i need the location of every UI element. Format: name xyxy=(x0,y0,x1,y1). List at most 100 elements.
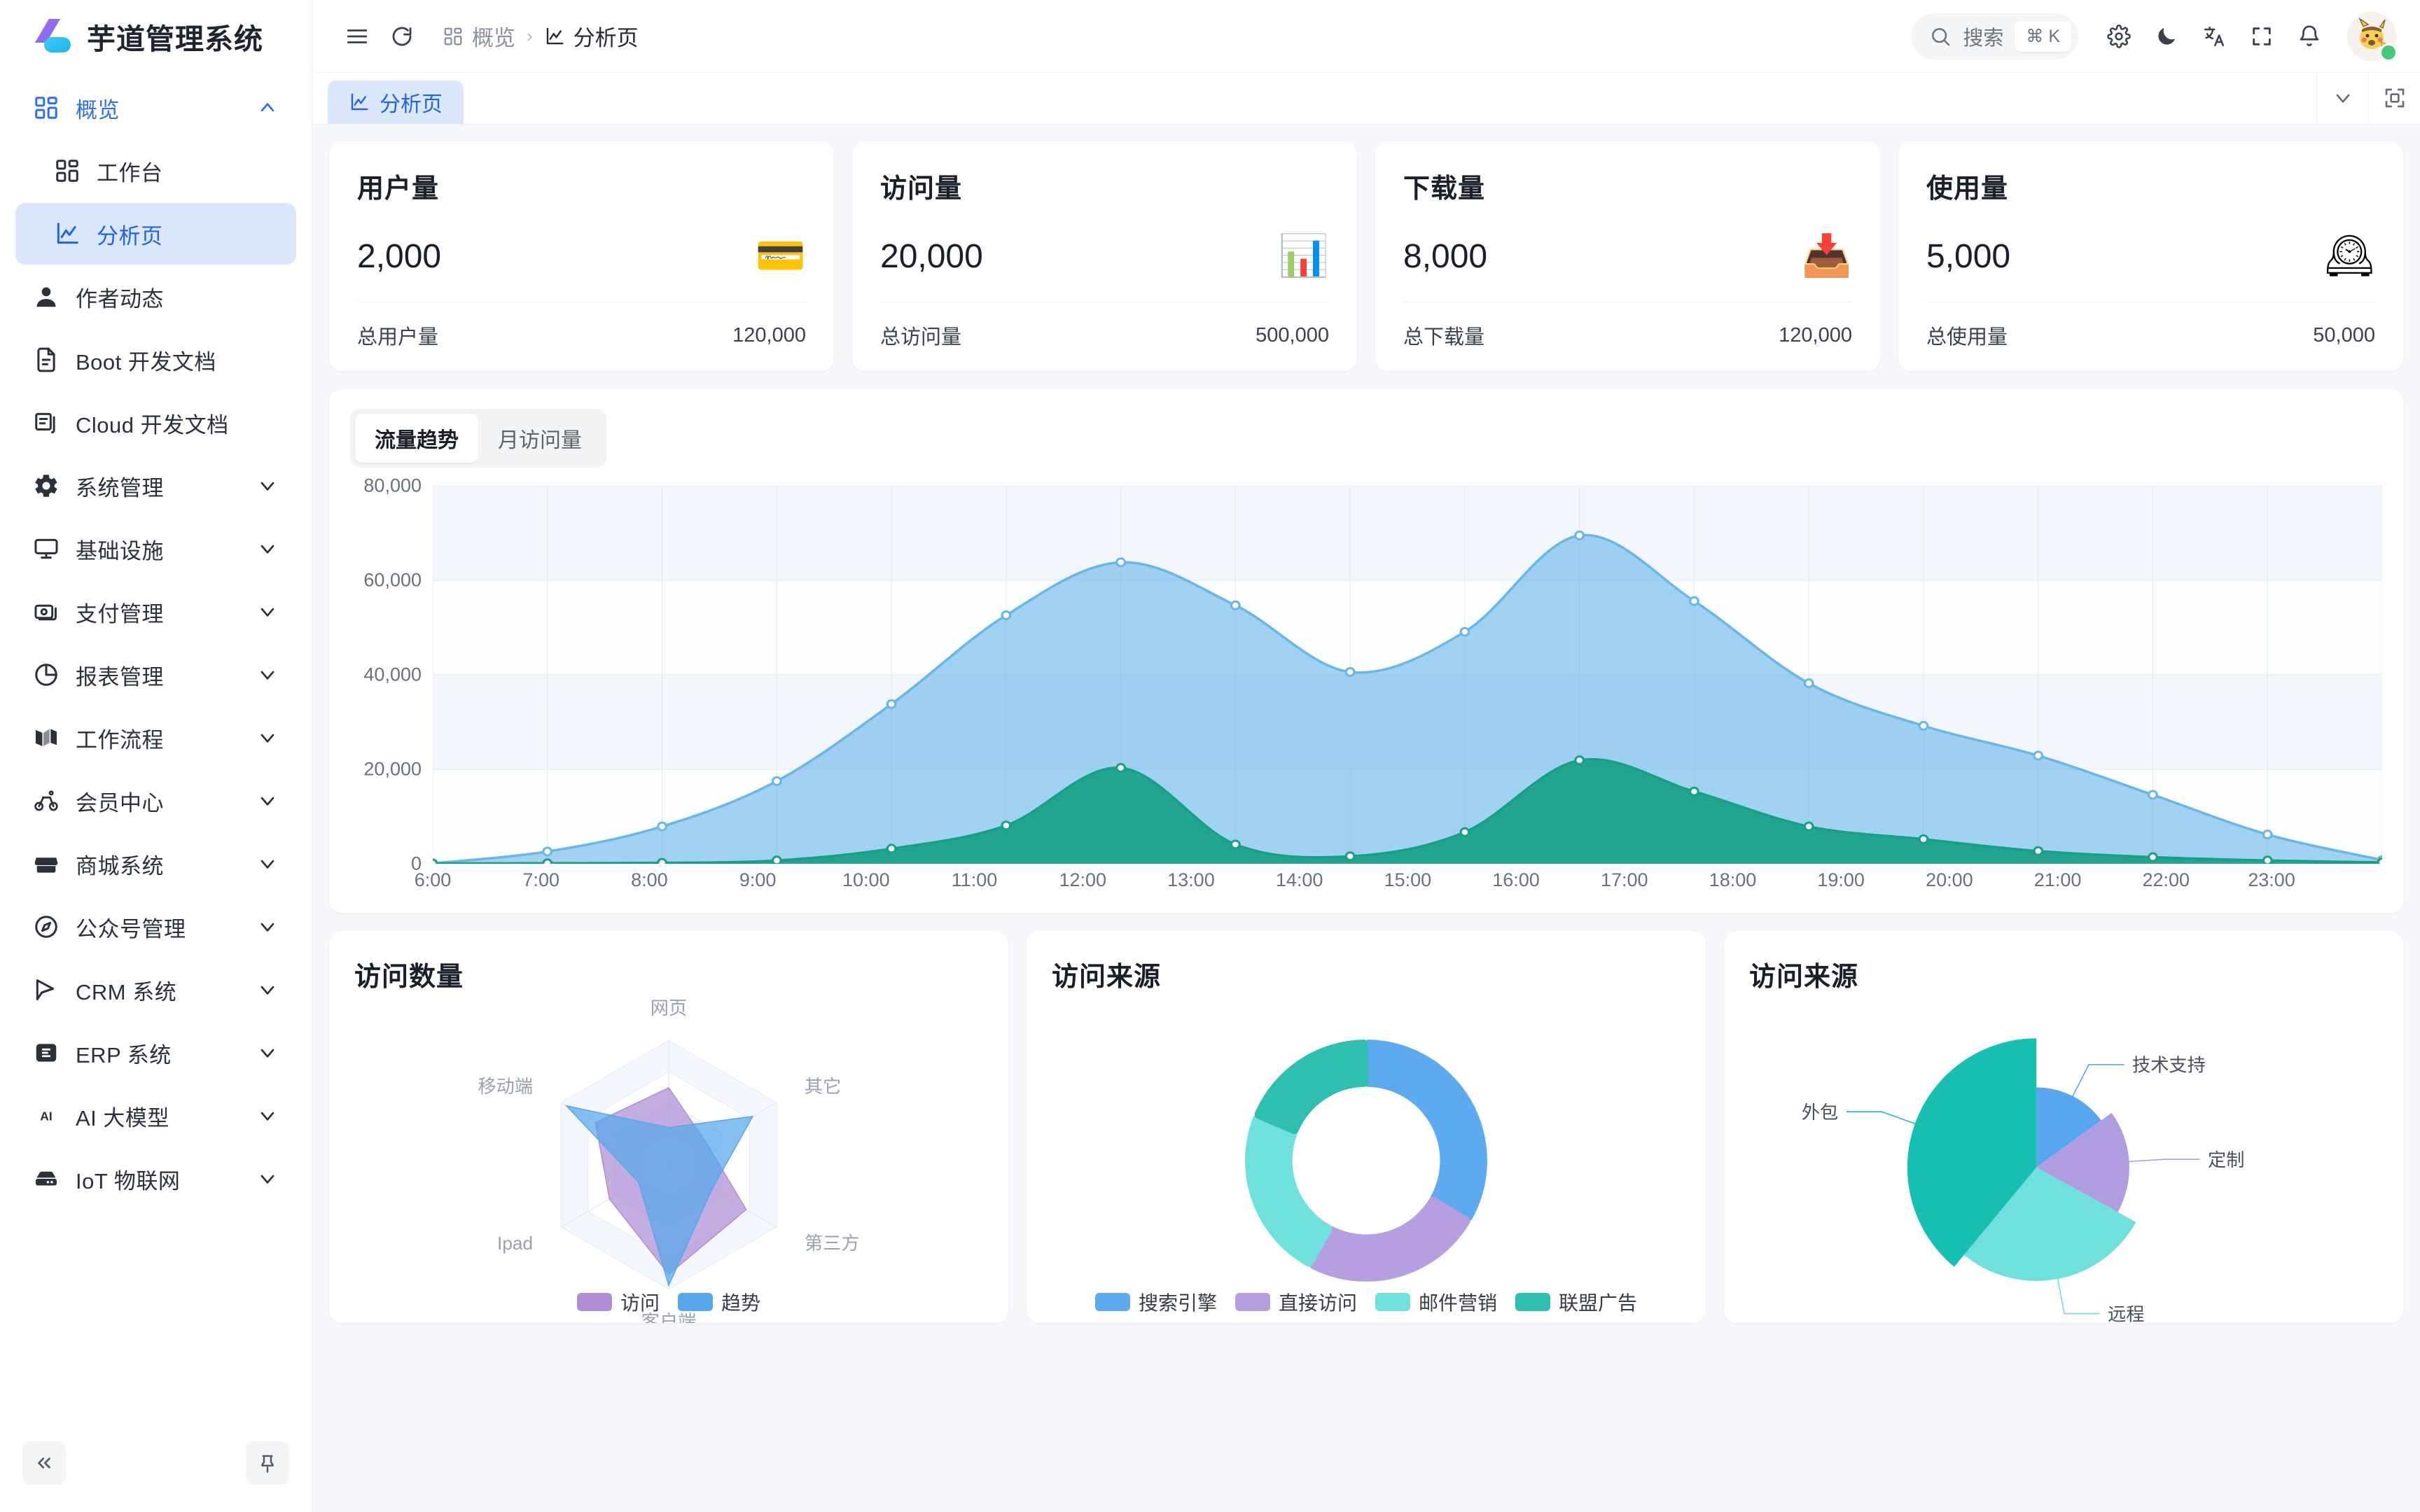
bell-icon[interactable] xyxy=(2290,17,2329,56)
sidebar-item-6[interactable]: 系统管理 xyxy=(15,455,296,517)
chevron-down-icon[interactable] xyxy=(256,726,279,750)
legend-item[interactable]: 趋势 xyxy=(678,1288,760,1316)
chevron-down-icon[interactable] xyxy=(256,789,279,813)
sidebar-item-13[interactable]: 公众号管理 xyxy=(15,896,296,958)
sidebar-footer xyxy=(0,1414,312,1512)
sidebar-item-2[interactable]: 分析页 xyxy=(15,203,296,265)
legend-item[interactable]: 联盟广告 xyxy=(1515,1288,1637,1316)
stat-emoji-icon: 📊 xyxy=(1278,233,1329,279)
moon-icon[interactable] xyxy=(2147,17,2186,56)
sidebar-item-label: 基础设施 xyxy=(76,538,164,564)
chevron-down-icon[interactable] xyxy=(256,663,279,687)
chevron-down-icon[interactable] xyxy=(256,915,279,939)
refresh-icon[interactable] xyxy=(382,17,422,56)
y-tick: 20,000 xyxy=(363,758,422,780)
sidebar-item-11[interactable]: 会员中心 xyxy=(15,770,296,832)
stat-emoji-icon: 🕰 xyxy=(2323,233,2375,279)
breadcrumb-item-analysis[interactable]: 分析页 xyxy=(544,20,639,52)
sidebar-item-label: 分析页 xyxy=(97,223,163,248)
sidebar-pin-button[interactable] xyxy=(246,1441,289,1485)
monitor-icon xyxy=(32,535,60,563)
stat-card-3: 使用量 5,000 🕰 总使用量 50,000 xyxy=(1898,141,2403,371)
avatar[interactable] xyxy=(2347,11,2398,62)
sidebar-item-1[interactable]: 工作台 xyxy=(15,140,296,202)
breadcrumb: 概览 › 分析页 xyxy=(443,20,639,52)
sidebar-item-3[interactable]: 作者动态 xyxy=(15,266,296,328)
chevron-down-icon[interactable] xyxy=(256,1167,279,1191)
bottom-charts: 访问数量 网页 其它 第三方 客户端 Ipad 移动端 访问 趋势 访问来源 搜索引擎 直接访… xyxy=(329,931,2403,1323)
translate-icon[interactable] xyxy=(2195,17,2234,56)
sidebar-item-17[interactable]: IoT 物联网 xyxy=(15,1148,296,1210)
search-input[interactable]: 搜索 ⌘ K xyxy=(1911,13,2078,59)
x-tick: 11:00 xyxy=(951,869,998,890)
tab-analysis[interactable]: 分析页 xyxy=(328,80,464,124)
grid-icon xyxy=(443,26,464,47)
status-badge xyxy=(2379,43,2398,62)
sidebar-item-7[interactable]: 基础设施 xyxy=(15,518,296,580)
trend-tab-monthly[interactable]: 月访问量 xyxy=(498,429,582,452)
wallet-icon xyxy=(32,598,60,626)
x-tick: 18:00 xyxy=(1709,869,1757,890)
legend-swatch xyxy=(1235,1293,1270,1311)
traffic-trend-chart: 0 20,000 40,000 60,000 80,000 6:00 7:00 8:00 9:… xyxy=(350,475,2382,899)
sidebar-item-15[interactable]: ERP 系统 xyxy=(15,1022,296,1084)
sidebar-item-8[interactable]: 支付管理 xyxy=(15,581,296,643)
x-axis-labels: 6:00 7:00 8:00 9:00 10:00 11:00 12:00 13:00 14:0… xyxy=(415,869,2382,897)
sidebar-item-14[interactable]: CRM 系统 xyxy=(15,959,296,1021)
svg-text:其它: 其它 xyxy=(805,1076,841,1097)
gear-icon[interactable] xyxy=(2099,17,2139,56)
breadcrumb-item-overview[interactable]: 概览 xyxy=(443,20,515,52)
x-tick: 17:00 xyxy=(1600,869,1648,890)
chevron-down-icon[interactable] xyxy=(256,537,279,561)
chevron-down-icon[interactable] xyxy=(256,852,279,876)
gear-icon xyxy=(32,472,60,500)
legend-item[interactable]: 直接访问 xyxy=(1235,1288,1357,1316)
sidebar-item-label: ERP 系统 xyxy=(76,1042,172,1068)
sidebar-item-label: IoT 物联网 xyxy=(76,1168,181,1194)
svg-text:外包: 外包 xyxy=(1802,1102,1838,1123)
breadcrumb-label: 分析页 xyxy=(573,26,639,50)
tab-bar: 分析页 xyxy=(312,72,2420,125)
search-shortcut: ⌘ K xyxy=(2015,20,2071,52)
sidebar-item-label: 工作台 xyxy=(97,160,163,186)
svg-text:远程: 远程 xyxy=(2108,1303,2144,1323)
stat-value: 2,000 xyxy=(357,237,442,275)
sidebar-item-4[interactable]: Boot 开发文档 xyxy=(15,329,296,391)
page-content: 用户量 2,000 💳 总用户量 120,000 访问量 20,000 📊 总访问量 500,00… xyxy=(312,125,2420,1512)
legend-item[interactable]: 搜索引擎 xyxy=(1094,1288,1217,1316)
sidebar-collapse-button[interactable] xyxy=(22,1441,66,1485)
trend-tab-flow[interactable]: 流量趋势 xyxy=(355,414,478,463)
app-title: 芋道管理系统 xyxy=(87,23,263,55)
visit-source-donut-card: 访问来源 搜索引擎 直接访问 邮件营销 联盟广告 xyxy=(1027,931,1706,1323)
sidebar-item-5[interactable]: Cloud 开发文档 xyxy=(15,392,296,454)
chevron-down-icon[interactable] xyxy=(256,600,279,624)
sidebar-item-label: Boot 开发文档 xyxy=(76,349,216,374)
sidebar-item-12[interactable]: 商城系统 xyxy=(15,833,296,895)
chevron-down-icon[interactable] xyxy=(256,1104,279,1128)
x-tick: 10:00 xyxy=(842,869,890,890)
app-logo-icon xyxy=(28,15,71,58)
hamburger-icon[interactable] xyxy=(338,17,377,56)
sidebar-item-10[interactable]: 工作流程 xyxy=(15,707,296,769)
logo-row[interactable]: 芋道管理系统 xyxy=(0,0,312,73)
chevron-up-icon[interactable] xyxy=(256,96,279,120)
chevron-down-icon[interactable] xyxy=(256,474,279,498)
stat-card-2: 下载量 8,000 📥 总下载量 120,000 xyxy=(1375,141,1880,371)
legend-item[interactable]: 访问 xyxy=(576,1288,660,1316)
stat-value: 20,000 xyxy=(880,237,983,275)
expand-icon[interactable] xyxy=(2368,72,2420,124)
chevron-down-icon[interactable] xyxy=(256,978,279,1002)
sidebar-item-16[interactable]: AI AI 大模型 xyxy=(15,1085,296,1147)
grid-icon xyxy=(32,94,60,122)
chevron-down-icon[interactable] xyxy=(2316,72,2368,124)
main-area: 概览 › 分析页 xyxy=(312,0,2420,1512)
sidebar-item-0[interactable]: 概览 xyxy=(15,77,296,139)
chevron-down-icon[interactable] xyxy=(256,1041,279,1065)
stat-value: 5,000 xyxy=(1926,237,2011,275)
sidebar-item-9[interactable]: 报表管理 xyxy=(15,644,296,706)
visit-source-rose-card: 访问来源 技术支持 定制 远程 外包 xyxy=(1724,931,2403,1323)
trend-tabs: 流量趋势 月访问量 xyxy=(350,409,606,468)
topbar-actions: 搜索 ⌘ K xyxy=(1911,11,2398,62)
legend-item[interactable]: 邮件营销 xyxy=(1375,1288,1497,1316)
fullscreen-icon[interactable] xyxy=(2242,17,2281,56)
